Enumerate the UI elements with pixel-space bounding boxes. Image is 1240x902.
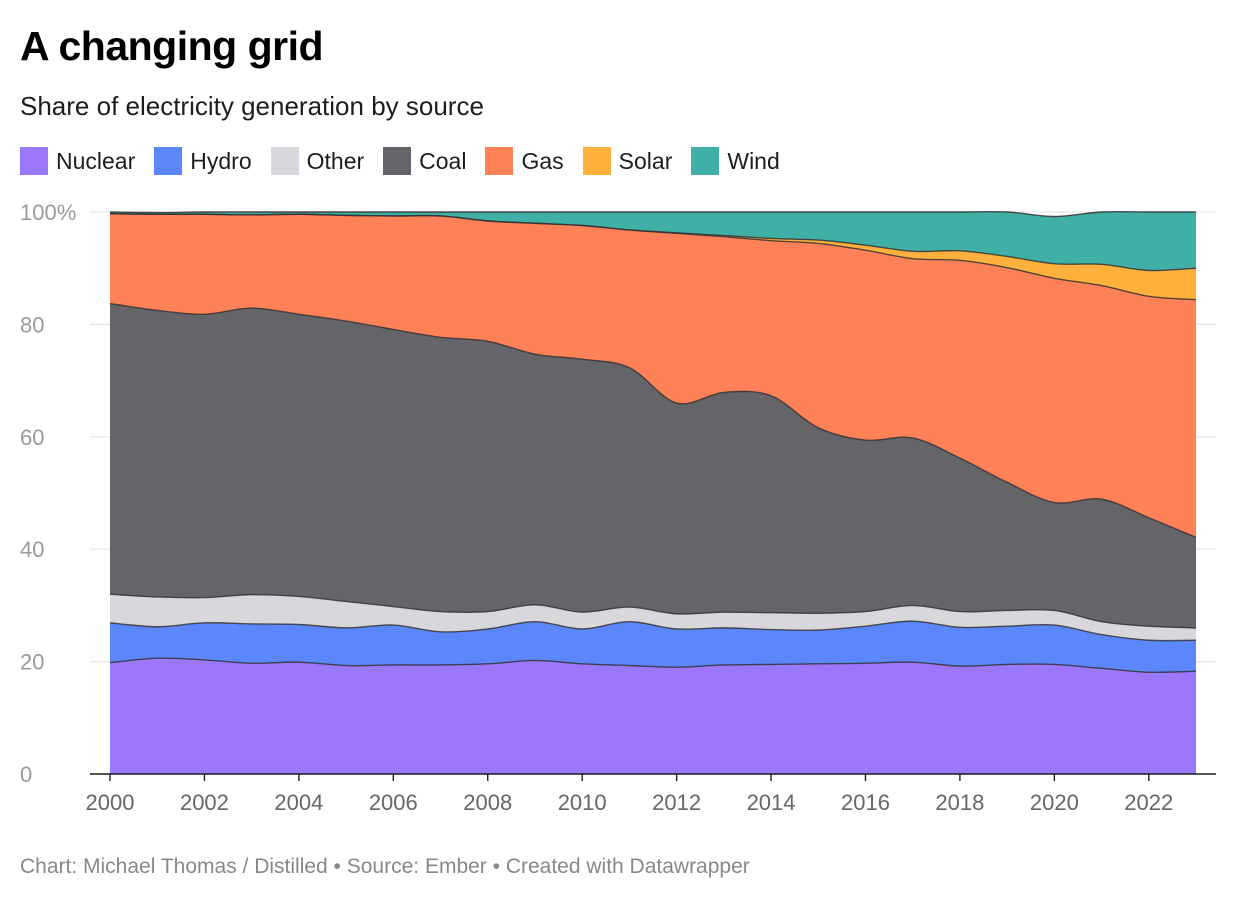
y-tick-label: 20 bbox=[20, 650, 44, 675]
legend-swatch-wind bbox=[691, 147, 720, 175]
axes: 0 20 40 60 80 100% 2000 2002 2004 2006 2008 2010 201… bbox=[20, 200, 1216, 815]
area-gas bbox=[110, 213, 1196, 538]
boundary-hydro bbox=[109, 620, 1197, 642]
legend-label: Solar bbox=[618, 147, 673, 174]
legend-item-coal: Coal bbox=[383, 147, 466, 175]
boundary-nuclear bbox=[109, 657, 1197, 674]
boundary-wind bbox=[109, 210, 1196, 218]
x-tick-label: 2002 bbox=[180, 790, 229, 815]
legend-swatch-other bbox=[270, 147, 299, 175]
legend-label: Wind bbox=[727, 147, 780, 174]
x-tick-label: 2010 bbox=[558, 790, 607, 815]
area-hydro bbox=[110, 621, 1196, 673]
x-tick-label: 2020 bbox=[1030, 790, 1079, 815]
x-tick-label: 2008 bbox=[463, 790, 512, 815]
legend-swatch-gas bbox=[485, 147, 514, 175]
legend-swatch-coal bbox=[383, 147, 412, 175]
legend-swatch-solar bbox=[582, 147, 611, 175]
legend-label: Coal bbox=[419, 147, 467, 174]
y-tick-label: 60 bbox=[20, 425, 44, 450]
area-solar bbox=[110, 213, 1196, 300]
x-tick-label: 2014 bbox=[747, 790, 796, 815]
legend-item-gas: Gas bbox=[485, 147, 564, 175]
legend-item-solar: Solar bbox=[582, 147, 673, 175]
y-tick-label: 100% bbox=[20, 200, 76, 225]
x-tick-label: 2004 bbox=[274, 790, 323, 815]
chart-credit: Chart: Michael Thomas / Distilled • Sour… bbox=[20, 855, 750, 878]
legend-item-other: Other bbox=[270, 147, 365, 175]
chart-title: A changing grid bbox=[20, 23, 324, 69]
legend-swatch-nuclear bbox=[20, 147, 48, 175]
boundary-other bbox=[109, 593, 1197, 629]
area-wind bbox=[110, 211, 1196, 271]
chart-legend: Nuclear Hydro Other Coal Gas Solar Wind bbox=[20, 144, 799, 178]
legend-label: Hydro bbox=[190, 147, 252, 174]
legend-item-nuclear: Nuclear bbox=[20, 147, 135, 175]
x-tick-label: 2016 bbox=[841, 790, 890, 815]
x-tick-label: 2018 bbox=[935, 790, 984, 815]
area-coal bbox=[110, 303, 1196, 628]
legend-item-hydro: Hydro bbox=[154, 147, 252, 175]
x-tick-label: 2006 bbox=[369, 790, 418, 815]
boundary-solar bbox=[109, 212, 1197, 272]
x-tick-label: 2012 bbox=[652, 790, 701, 815]
y-tick-label: 0 bbox=[20, 762, 32, 787]
x-tick-label: 2000 bbox=[86, 790, 135, 815]
y-tick-label: 80 bbox=[20, 312, 44, 337]
legend-swatch-hydro bbox=[154, 147, 183, 175]
legend-item-wind: Wind bbox=[691, 147, 780, 175]
legend-label: Nuclear bbox=[56, 147, 136, 174]
chart-subtitle: Share of electricity generation by sourc… bbox=[20, 91, 484, 121]
area-nuclear bbox=[110, 658, 1196, 774]
area-series bbox=[109, 210, 1197, 774]
legend-label: Other bbox=[306, 147, 365, 174]
stacked-area-chart: 0 20 40 60 80 100% 2000 2002 2004 2006 2008 2010 201… bbox=[20, 200, 1216, 815]
x-tick-label: 2022 bbox=[1124, 790, 1173, 815]
legend-label: Gas bbox=[521, 147, 564, 174]
y-tick-label: 40 bbox=[20, 537, 44, 562]
boundary-coal bbox=[109, 302, 1197, 539]
